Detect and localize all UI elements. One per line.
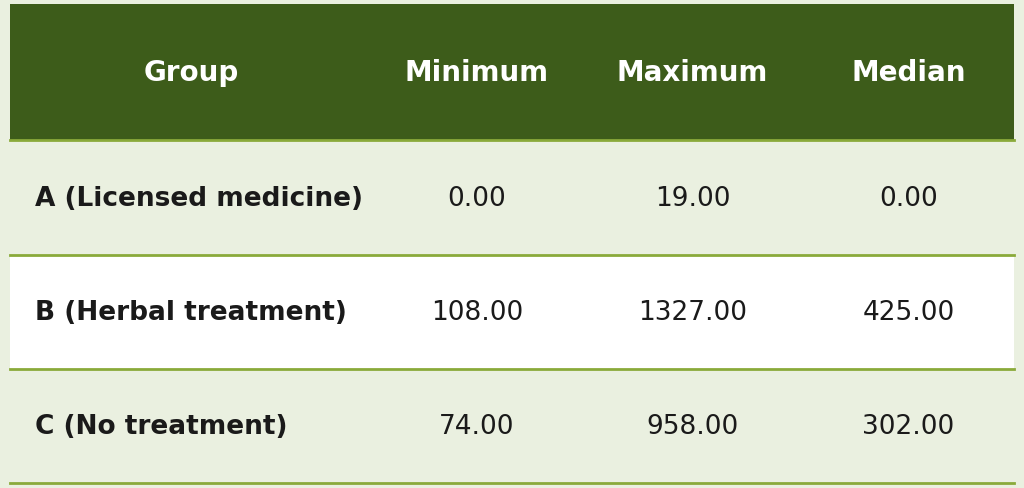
Text: Maximum: Maximum (616, 59, 768, 87)
Text: C (No treatment): C (No treatment) (35, 413, 288, 439)
Bar (10, 255, 1014, 369)
Text: Group: Group (143, 59, 239, 87)
Bar (10, 141, 1014, 255)
Text: Median: Median (851, 59, 966, 87)
Text: 0.00: 0.00 (447, 185, 506, 211)
Bar (10, 5, 1014, 141)
Text: 0.00: 0.00 (879, 185, 938, 211)
Text: 958.00: 958.00 (646, 413, 738, 439)
Bar (10, 369, 1014, 483)
Text: Minimum: Minimum (404, 59, 549, 87)
Text: B (Herbal treatment): B (Herbal treatment) (35, 299, 347, 325)
Text: A (Licensed medicine): A (Licensed medicine) (35, 185, 364, 211)
Text: 302.00: 302.00 (862, 413, 954, 439)
Text: 19.00: 19.00 (655, 185, 730, 211)
Text: 1327.00: 1327.00 (638, 299, 748, 325)
Text: 108.00: 108.00 (431, 299, 523, 325)
Text: 74.00: 74.00 (439, 413, 515, 439)
Text: 425.00: 425.00 (862, 299, 954, 325)
